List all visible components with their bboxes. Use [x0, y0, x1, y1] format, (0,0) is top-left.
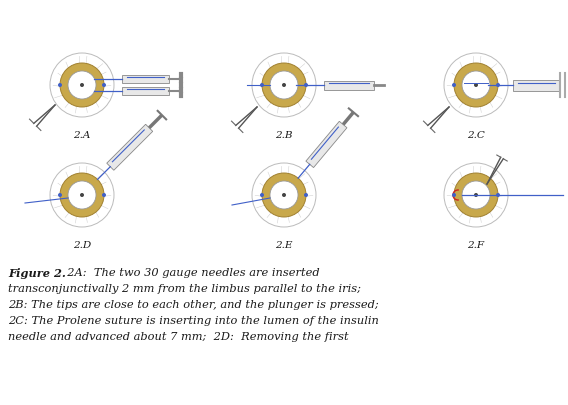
Circle shape	[452, 83, 456, 87]
Circle shape	[50, 163, 114, 227]
Text: transconjunctivally 2 mm from the limbus parallel to the iris;: transconjunctivally 2 mm from the limbus…	[8, 284, 361, 294]
Circle shape	[270, 71, 298, 99]
Bar	[122, 75, 169, 83]
Text: 2.D: 2.D	[73, 241, 91, 249]
Circle shape	[454, 173, 498, 217]
Text: 2C: The Prolene suture is inserting into the lumen of the insulin: 2C: The Prolene suture is inserting into…	[8, 316, 379, 326]
Circle shape	[260, 193, 264, 197]
Circle shape	[462, 181, 490, 209]
Circle shape	[252, 53, 316, 117]
Circle shape	[474, 193, 478, 197]
Circle shape	[444, 53, 508, 117]
Circle shape	[270, 181, 298, 209]
Bar	[122, 87, 169, 95]
Text: 2A:  The two 30 gauge needles are inserted: 2A: The two 30 gauge needles are inserte…	[60, 268, 320, 278]
Text: 2B: The tips are close to each other, and the plunger is pressed;: 2B: The tips are close to each other, an…	[8, 300, 379, 310]
Circle shape	[58, 83, 62, 87]
Circle shape	[58, 193, 62, 197]
Circle shape	[102, 83, 106, 87]
Bar	[107, 124, 153, 170]
Circle shape	[252, 163, 316, 227]
Bar	[324, 81, 374, 90]
Circle shape	[496, 83, 500, 87]
Text: 2.F: 2.F	[467, 241, 485, 249]
Circle shape	[496, 193, 500, 197]
Circle shape	[474, 83, 478, 87]
Bar	[306, 122, 347, 168]
Circle shape	[50, 53, 114, 117]
Circle shape	[444, 163, 508, 227]
Circle shape	[80, 83, 84, 87]
Text: needle and advanced about 7 mm;  2D:  Removing the first: needle and advanced about 7 mm; 2D: Remo…	[8, 332, 349, 342]
Circle shape	[262, 63, 306, 107]
Text: 2.E: 2.E	[275, 241, 293, 249]
Circle shape	[102, 193, 106, 197]
Circle shape	[454, 63, 498, 107]
Circle shape	[452, 193, 456, 197]
Circle shape	[68, 181, 96, 209]
Circle shape	[80, 193, 84, 197]
Text: 2.A: 2.A	[73, 130, 91, 139]
Circle shape	[462, 71, 490, 99]
Circle shape	[68, 71, 96, 99]
Circle shape	[282, 193, 286, 197]
Text: 2.B: 2.B	[275, 130, 293, 139]
Circle shape	[304, 83, 308, 87]
Bar	[513, 79, 560, 90]
Circle shape	[282, 83, 286, 87]
Circle shape	[60, 173, 104, 217]
Circle shape	[304, 193, 308, 197]
Circle shape	[260, 83, 264, 87]
Text: Figure 2.: Figure 2.	[8, 268, 66, 279]
Text: 2.C: 2.C	[467, 130, 485, 139]
Circle shape	[60, 63, 104, 107]
Circle shape	[262, 173, 306, 217]
